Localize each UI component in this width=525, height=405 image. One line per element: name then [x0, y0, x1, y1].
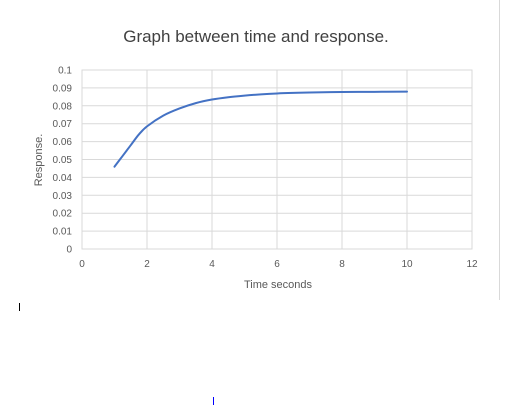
text-cursor-left [19, 303, 20, 311]
y-tick-label: 0.07 [53, 119, 73, 130]
y-tick-label: 0.08 [53, 101, 73, 112]
x-tick-label: 0 [79, 259, 85, 270]
x-tick-label: 2 [144, 259, 150, 270]
y-tick-label: 0.06 [53, 137, 73, 148]
y-tick-label: 0.04 [53, 173, 73, 184]
x-tick-label: 8 [339, 259, 345, 270]
x-tick-label: 12 [466, 259, 478, 270]
y-tick-label: 0.03 [53, 191, 73, 202]
x-axis-tick-labels: 0 2 4 6 8 10 12 [79, 259, 478, 270]
chart-title: Graph between time and response. [123, 27, 389, 46]
y-axis-tick-labels: 0 0.01 0.02 0.03 0.04 0.05 0.06 0.07 0.08 0.09 0.1 [53, 66, 73, 256]
y-tick-label: 0.09 [53, 83, 73, 94]
y-tick-label: 0.01 [53, 227, 73, 238]
x-tick-label: 6 [274, 259, 280, 270]
plot-area-border [81, 69, 473, 250]
grid-lines [81, 69, 473, 250]
text-cursor-blue [213, 397, 214, 405]
y-tick-label: 0.02 [53, 209, 73, 220]
y-tick-label: 0.05 [53, 155, 73, 166]
y-tick-label: 0 [66, 245, 72, 256]
series-line-response [113, 90, 408, 168]
x-tick-label: 4 [209, 259, 215, 270]
x-tick-label: 10 [401, 259, 413, 270]
y-axis-label: Response. [33, 134, 45, 187]
x-axis-label: Time seconds [244, 279, 313, 291]
y-tick-label: 0.1 [58, 66, 72, 77]
chart-area-background [0, 0, 500, 300]
